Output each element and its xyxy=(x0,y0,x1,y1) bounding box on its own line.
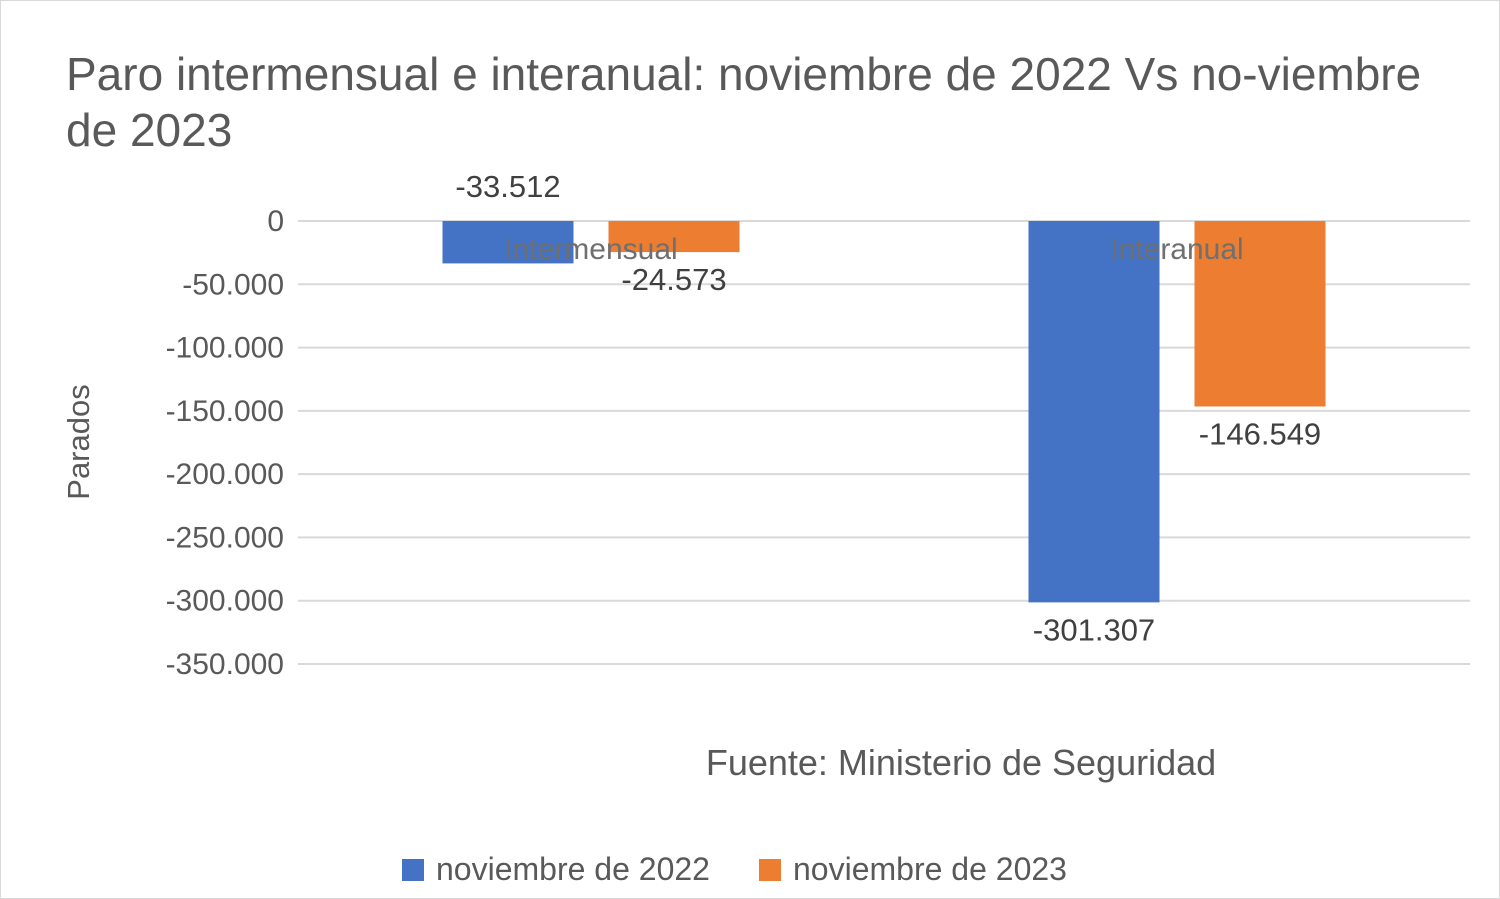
y-tick-label: -250.000 xyxy=(166,521,284,554)
y-tick-label: -150.000 xyxy=(166,395,284,428)
legend-swatch-2022 xyxy=(402,859,424,881)
legend-swatch-2023 xyxy=(759,859,781,881)
y-tick-label: -300.000 xyxy=(166,585,284,618)
bar-2023-interanual xyxy=(1194,221,1326,407)
legend-label: noviembre de 2023 xyxy=(793,851,1067,887)
legend: noviembre de 2022 noviembre de 2023 xyxy=(402,851,1067,887)
bars xyxy=(442,221,1326,603)
data-label: -33.512 xyxy=(455,169,560,204)
chart-title: Paro intermensual e interanual: noviembr… xyxy=(66,48,1422,156)
bar-2023-intermensual xyxy=(608,221,740,253)
category-labels: Intermensual Interanual xyxy=(504,233,1243,266)
y-axis-label: Parados xyxy=(61,384,96,499)
y-tick-label: -350.000 xyxy=(166,648,284,681)
source-annotation: Fuente: Ministerio de Seguridad xyxy=(706,742,1216,783)
category-label-intermensual: Intermensual xyxy=(504,233,677,266)
bar-2022-intermensual xyxy=(442,221,574,264)
category-label-interanual: Interanual xyxy=(1110,233,1243,266)
y-tick-label: 0 xyxy=(267,205,284,238)
data-label: -24.573 xyxy=(621,262,726,297)
bar-2022-interanual xyxy=(1028,221,1160,603)
y-tick-label: -100.000 xyxy=(166,332,284,365)
data-label: -301.307 xyxy=(1033,612,1155,647)
y-tick-label: -50.000 xyxy=(182,268,284,301)
data-label: -146.549 xyxy=(1199,416,1321,451)
data-labels: -33.512 -24.573 -301.307 -146.549 xyxy=(455,169,1321,647)
y-axis-ticks: 0 -50.000 -100.000 -150.000 -200.000 -250.000… xyxy=(166,205,284,681)
legend-label: noviembre de 2022 xyxy=(436,851,710,887)
y-tick-label: -200.000 xyxy=(166,458,284,491)
